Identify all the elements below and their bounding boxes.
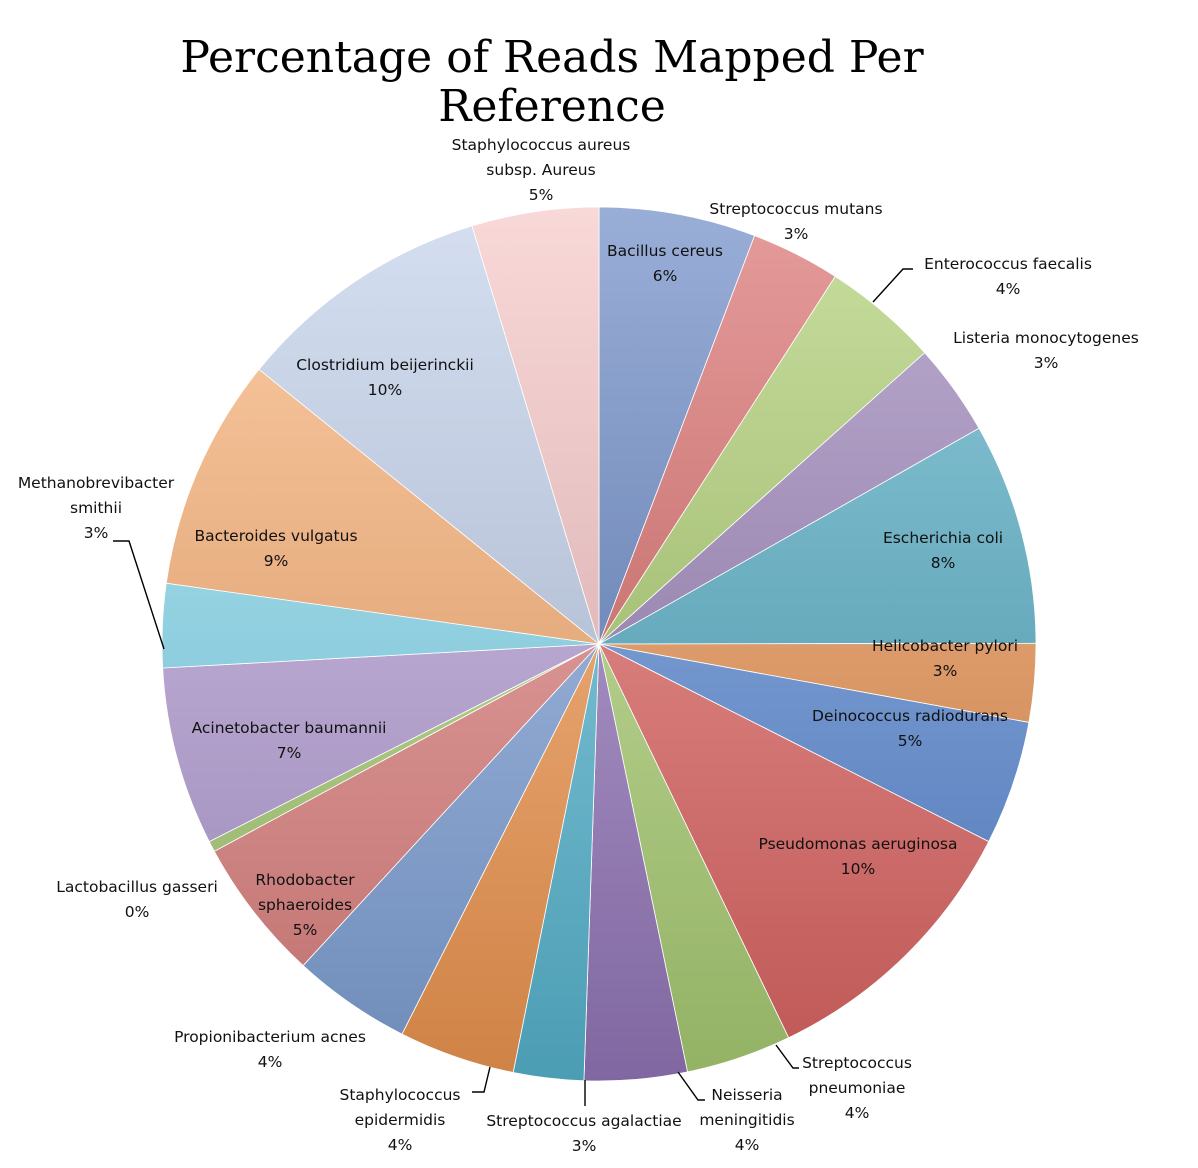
data-label-percent-18: 10% (368, 381, 402, 399)
leader-line-11 (472, 1066, 491, 1093)
pie-slice-19 (471, 206, 600, 645)
data-label-percent-19: 5% (529, 186, 554, 204)
data-label-name-4: Escherichia coli (883, 529, 1003, 547)
data-label-name-9: Neisseria (711, 1086, 782, 1104)
data-label-name-16: Methanobrevibacter (18, 474, 175, 492)
leader-line-2 (872, 268, 913, 303)
data-label-percent-3: 3% (1034, 354, 1059, 372)
data-label-percent-8: 4% (845, 1104, 870, 1122)
data-label-name-12: Propionibacterium acnes (174, 1028, 366, 1046)
data-label-name-0: Bacillus cereus (607, 242, 723, 260)
data-label-percent-11: 4% (388, 1136, 413, 1154)
data-label-name-2: Enterococcus faecalis (924, 255, 1092, 273)
data-label-percent-7: 10% (841, 860, 875, 878)
data-label-name-5: Helicobacter pylori (872, 637, 1018, 655)
pie-slice-18 (258, 225, 600, 646)
data-label-name-10: Streptococcus agalactiae (486, 1112, 681, 1130)
data-label-name-1: Streptococcus mutans (709, 200, 882, 218)
data-label-name-3: Listeria monocytogenes (953, 329, 1139, 347)
data-label-name-6: Deinococcus radiodurans (812, 707, 1008, 725)
data-label-name-8: Streptococcus (802, 1054, 912, 1072)
data-label-name-8: pneumoniae (809, 1079, 906, 1097)
data-label-percent-13: 5% (293, 921, 318, 939)
data-label-percent-0: 6% (653, 267, 678, 285)
data-label-percent-9: 4% (735, 1136, 760, 1154)
data-label-percent-15: 7% (277, 744, 302, 762)
data-label-name-11: epidermidis (355, 1111, 446, 1129)
leader-line-8 (775, 1044, 799, 1069)
data-label-name-19: Staphylococcus aureus (452, 136, 631, 154)
pie-slice-15 (162, 643, 600, 843)
data-label-name-13: Rhodobacter (255, 871, 355, 889)
leader-line-16 (113, 540, 165, 650)
data-label-percent-12: 4% (258, 1053, 283, 1071)
pie-slice-7 (598, 643, 990, 1039)
pie-slice-0 (598, 206, 756, 645)
data-label-name-13: sphaeroides (258, 896, 352, 914)
pie-slice-13 (213, 643, 600, 967)
data-label-name-14: Lactobacillus gasseri (56, 878, 218, 896)
data-label-name-19: subsp. Aureus (486, 161, 595, 179)
data-label-name-11: Staphylococcus (340, 1086, 461, 1104)
pie-slice-4 (597, 427, 1037, 645)
data-label-percent-14: 0% (125, 903, 150, 921)
data-label-percent-5: 3% (933, 662, 958, 680)
pie-slice-17 (165, 368, 601, 645)
chart-title-line-2: Reference (438, 81, 666, 132)
data-label-percent-10: 3% (572, 1137, 597, 1155)
data-label-name-7: Pseudomonas aeruginosa (759, 835, 958, 853)
leader-line-9 (677, 1071, 705, 1101)
data-label-percent-2: 4% (996, 280, 1021, 298)
data-label-percent-4: 8% (931, 554, 956, 572)
data-label-percent-16: 3% (84, 524, 109, 542)
chart-title-line-1: Percentage of Reads Mapped Per (180, 32, 924, 83)
data-label-percent-6: 5% (898, 732, 923, 750)
data-label-name-17: Bacteroides vulgatus (194, 527, 357, 545)
data-label-name-18: Clostridium beijerinckii (296, 356, 474, 374)
data-label-percent-1: 3% (784, 225, 809, 243)
data-label-name-15: Acinetobacter baumannii (192, 719, 387, 737)
data-label-name-9: meningitidis (699, 1111, 794, 1129)
data-label-percent-17: 9% (264, 552, 289, 570)
data-label-name-16: smithii (70, 499, 122, 517)
